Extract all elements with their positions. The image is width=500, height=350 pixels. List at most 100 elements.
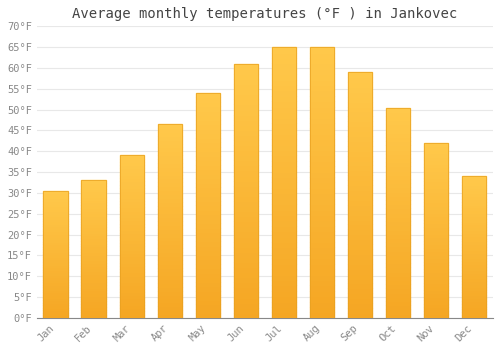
Bar (386, 158, 410, 162)
Bar (196, 205, 220, 210)
Bar (462, 188, 486, 190)
Bar (310, 74, 334, 79)
Bar (196, 228, 220, 232)
Bar (424, 160, 448, 164)
Bar (44, 265, 68, 267)
Bar (158, 213, 182, 217)
Bar (234, 277, 258, 282)
Bar (310, 123, 334, 128)
Bar (348, 166, 372, 170)
Bar (196, 93, 220, 97)
Bar (424, 244, 448, 248)
Bar (196, 152, 220, 156)
Bar (348, 77, 372, 82)
Bar (462, 298, 486, 301)
Bar (44, 295, 68, 298)
Bar (196, 102, 220, 106)
Bar (462, 222, 486, 224)
Bar (158, 264, 182, 267)
Bar (348, 106, 372, 111)
Bar (158, 287, 182, 291)
Bar (120, 272, 144, 276)
Bar (424, 181, 448, 185)
Bar (158, 163, 182, 167)
Bar (386, 309, 410, 314)
Bar (424, 143, 448, 318)
Bar (424, 248, 448, 251)
Bar (44, 224, 68, 226)
Bar (196, 133, 220, 138)
Bar (424, 185, 448, 188)
Bar (44, 209, 68, 211)
Bar (310, 112, 334, 118)
Bar (120, 285, 144, 289)
Bar (120, 276, 144, 279)
Bar (82, 252, 106, 255)
Bar (424, 178, 448, 181)
Bar (234, 94, 258, 99)
Bar (234, 74, 258, 79)
Bar (272, 296, 296, 302)
Bar (234, 181, 258, 186)
Bar (234, 64, 258, 318)
Bar (348, 244, 372, 249)
Bar (158, 267, 182, 271)
Bar (424, 216, 448, 220)
Bar (462, 179, 486, 182)
Bar (234, 247, 258, 252)
Bar (158, 132, 182, 136)
Bar (424, 143, 448, 146)
Bar (234, 287, 258, 293)
Bar (120, 181, 144, 185)
Bar (234, 272, 258, 277)
Bar (120, 246, 144, 250)
Bar (424, 262, 448, 265)
Bar (386, 263, 410, 267)
Bar (82, 296, 106, 299)
Bar (348, 126, 372, 131)
Bar (272, 269, 296, 274)
Bar (424, 157, 448, 160)
Bar (82, 236, 106, 238)
Bar (424, 307, 448, 311)
Bar (120, 185, 144, 188)
Bar (158, 221, 182, 225)
Bar (462, 267, 486, 270)
Bar (82, 222, 106, 224)
Bar (310, 107, 334, 112)
Bar (234, 211, 258, 216)
Bar (196, 278, 220, 282)
Bar (348, 284, 372, 288)
Bar (462, 233, 486, 236)
Bar (120, 227, 144, 230)
Bar (196, 196, 220, 201)
Bar (462, 176, 486, 318)
Bar (120, 240, 144, 243)
Bar (310, 161, 334, 166)
Bar (44, 282, 68, 285)
Bar (120, 155, 144, 159)
Bar (386, 284, 410, 288)
Bar (234, 241, 258, 247)
Bar (234, 145, 258, 150)
Bar (82, 205, 106, 208)
Bar (158, 229, 182, 233)
Bar (234, 313, 258, 318)
Bar (348, 195, 372, 200)
Bar (158, 310, 182, 314)
Bar (272, 280, 296, 285)
Bar (196, 93, 220, 318)
Bar (234, 170, 258, 176)
Bar (424, 206, 448, 209)
Bar (82, 199, 106, 202)
Bar (386, 107, 410, 112)
Bar (272, 166, 296, 172)
Bar (462, 196, 486, 199)
Bar (462, 264, 486, 267)
Bar (158, 314, 182, 318)
Bar (158, 306, 182, 310)
Bar (348, 279, 372, 284)
Bar (424, 283, 448, 286)
Bar (82, 202, 106, 205)
Bar (424, 209, 448, 213)
